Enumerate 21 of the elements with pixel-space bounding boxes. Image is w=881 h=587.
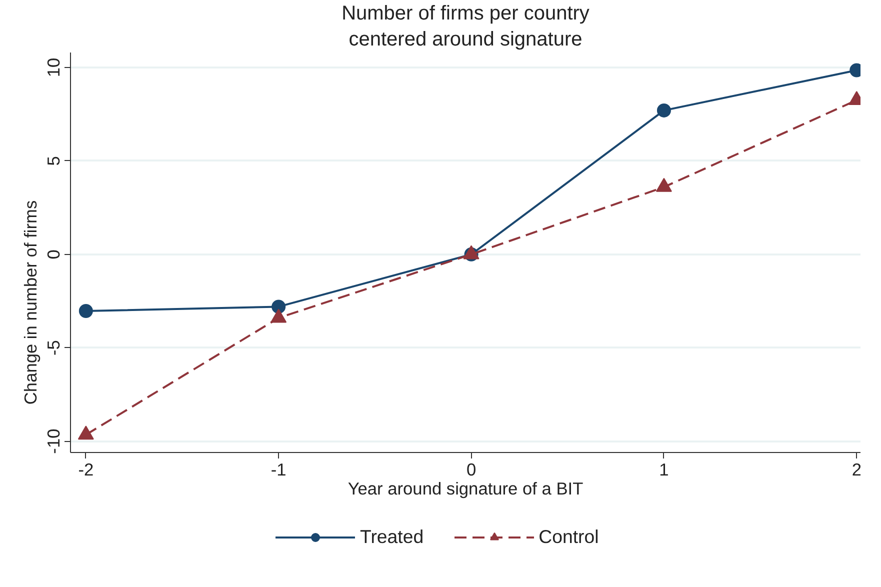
point <box>78 304 93 318</box>
y-tick-label: -5 <box>44 340 64 356</box>
y-axis-title: Change in number of firms <box>20 200 40 405</box>
legend-label: Control <box>538 526 599 548</box>
y-tick-label: 5 <box>44 156 64 166</box>
point <box>656 103 671 118</box>
point <box>78 426 94 440</box>
x-tick-label: 2 <box>852 460 862 480</box>
x-tick-label: 1 <box>659 460 669 480</box>
point <box>272 300 286 314</box>
x-tick-label: -2 <box>78 460 94 480</box>
x-tick-label: 0 <box>466 460 476 480</box>
x-tick-label: -1 <box>270 460 286 480</box>
point <box>270 308 287 323</box>
y-tick-label: -10 <box>44 428 64 454</box>
y-tick-label: 10 <box>44 58 64 78</box>
y-tick-label: 0 <box>44 250 64 260</box>
legend-label: Treated <box>360 526 424 548</box>
chart-title: Number of firms per country <box>342 2 590 24</box>
chart-subtitle: centered around signature <box>348 28 582 50</box>
x-axis-title: Year around signature of a BIT <box>348 478 584 498</box>
